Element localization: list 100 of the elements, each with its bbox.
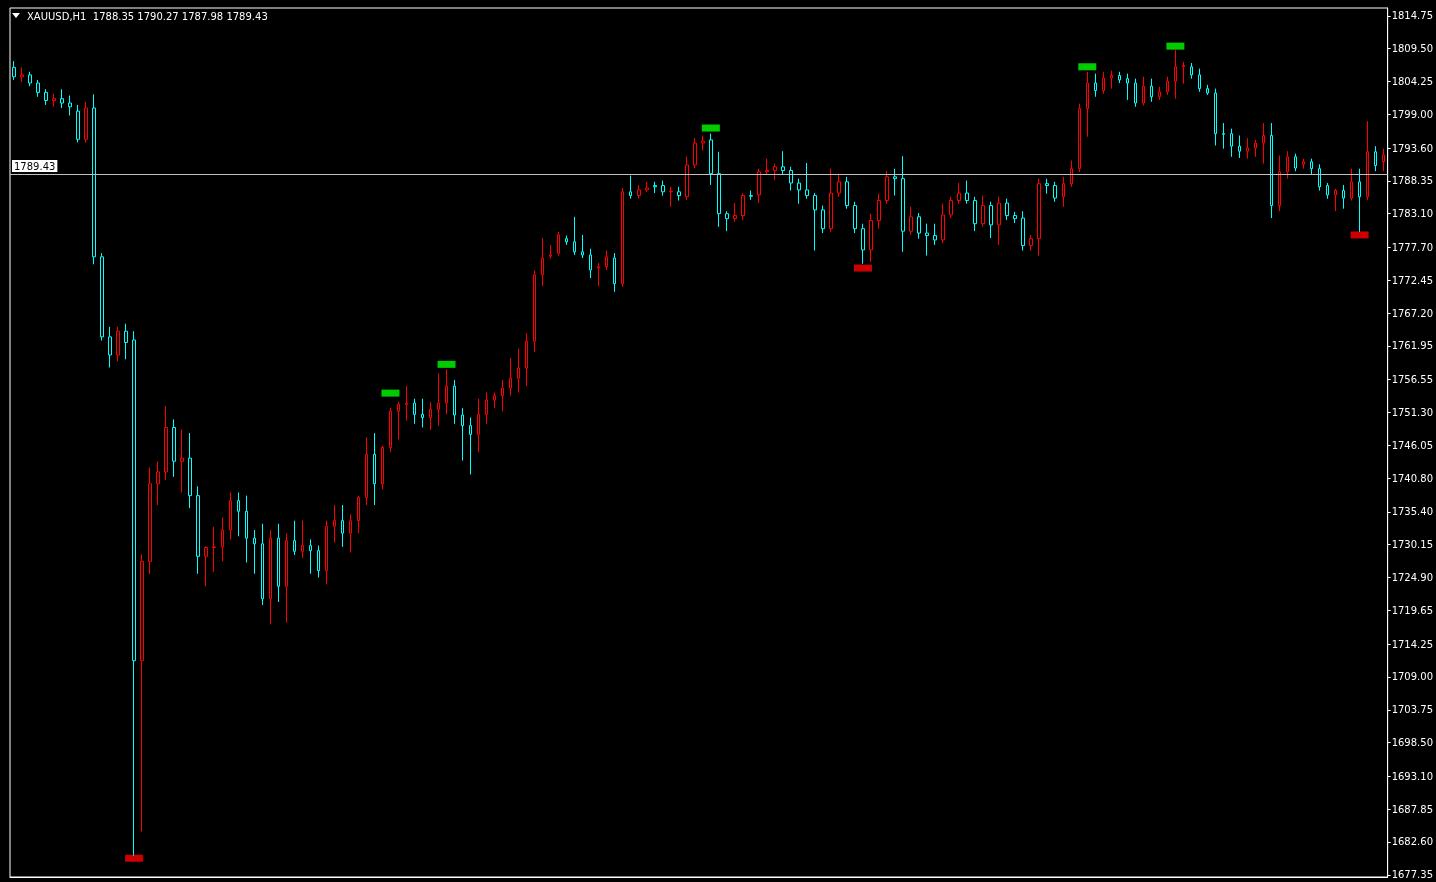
candlestick — [28, 71, 32, 87]
candlestick — [1118, 71, 1121, 84]
chart-title: XAUUSD,H1 1788.35 1790.27 1787.98 1789.43 — [27, 10, 268, 22]
candlestick — [156, 460, 160, 506]
candlestick — [461, 407, 464, 462]
candlestick — [565, 235, 568, 246]
candlestick — [845, 176, 849, 210]
candlestick — [349, 513, 352, 554]
candlestick — [389, 407, 392, 453]
candlestick — [549, 244, 552, 260]
y-tick-label: 1703.75 — [1391, 704, 1434, 716]
candlestick — [373, 432, 376, 506]
candlestick — [773, 163, 777, 181]
y-tick-label: 1698.50 — [1391, 737, 1434, 749]
candlestick — [100, 252, 104, 342]
candlestick — [957, 182, 961, 205]
candlestick — [172, 418, 176, 478]
candlestick — [893, 168, 897, 197]
candlestick — [1102, 71, 1105, 95]
candlestick — [164, 405, 168, 481]
candlestick — [1302, 158, 1305, 170]
candlestick — [1358, 168, 1361, 233]
candlestick — [1326, 182, 1329, 200]
y-tick-label: 1735.40 — [1391, 506, 1434, 518]
candlestick — [1037, 178, 1041, 257]
y-tick-label: 1783.10 — [1391, 208, 1434, 220]
candlestick — [1134, 78, 1137, 108]
candlestick — [204, 545, 208, 587]
y-tick-label: 1793.60 — [1391, 142, 1434, 154]
candlestick — [677, 186, 681, 202]
candlestick — [36, 79, 40, 98]
candlestick — [517, 348, 520, 393]
candlestick — [637, 184, 641, 200]
candlestick — [60, 88, 64, 109]
candlestick — [493, 391, 496, 409]
candlestick — [325, 520, 328, 585]
candlestick — [245, 495, 248, 564]
candlestick — [1366, 120, 1369, 201]
candlestick — [749, 190, 753, 201]
candlestick — [421, 398, 424, 428]
y-tick-label: 1767.20 — [1391, 307, 1434, 319]
candlestick — [829, 168, 833, 233]
candlestick — [261, 523, 264, 606]
candlestick — [180, 428, 184, 494]
candlestick — [941, 203, 945, 244]
candlestick — [613, 252, 616, 293]
candlestick — [669, 186, 673, 208]
candlestick — [789, 166, 793, 192]
candlestick — [469, 416, 472, 475]
y-tick-label: 1724.90 — [1391, 572, 1434, 584]
candlestick — [84, 101, 88, 143]
candlestick — [1342, 184, 1345, 210]
candlestick — [12, 60, 16, 81]
candlestick — [557, 231, 560, 257]
candlestick — [1174, 49, 1177, 100]
candlestick — [821, 205, 825, 234]
candlestick — [1070, 160, 1073, 188]
candlestick — [301, 520, 304, 559]
candlestick — [92, 93, 96, 265]
candlestick — [1029, 234, 1033, 252]
y-tick-label: 1777.70 — [1391, 241, 1434, 253]
candlestick — [1053, 181, 1057, 203]
candlestick — [277, 523, 280, 603]
y-tick-label: 1772.45 — [1391, 274, 1434, 286]
candlestick — [981, 195, 985, 228]
candlestick — [909, 206, 913, 236]
y-tick-label: 1677.35 — [1391, 869, 1434, 881]
candlestick — [1222, 122, 1225, 150]
candlestick — [797, 178, 801, 205]
candlestick — [725, 210, 729, 232]
candlestick — [949, 196, 953, 219]
y-tick-label: 1761.95 — [1391, 340, 1434, 352]
candlestick — [269, 529, 272, 625]
y-tick-label: 1756.55 — [1391, 374, 1434, 386]
candlestick — [365, 437, 368, 506]
candlestick — [221, 517, 224, 562]
candlestick — [1142, 76, 1145, 107]
candlestick — [501, 379, 504, 412]
candlestick — [1294, 153, 1297, 172]
candlestick — [477, 398, 480, 453]
candlestick — [413, 398, 416, 425]
candlestick — [1166, 76, 1169, 96]
candlestick — [1158, 86, 1161, 101]
candlestick — [333, 504, 336, 544]
candlestick — [525, 332, 528, 387]
candlestick — [1182, 61, 1185, 85]
candlestick — [837, 173, 841, 198]
candlestick — [589, 248, 592, 279]
candlestick — [645, 181, 649, 193]
y-tick-label: 1799.00 — [1391, 108, 1434, 120]
candlestick — [445, 368, 448, 415]
candlestick — [108, 326, 112, 368]
candlestick — [965, 180, 969, 205]
candlestick — [1286, 150, 1289, 180]
candlestick — [1278, 155, 1281, 212]
y-tick-label: 1751.30 — [1391, 406, 1434, 418]
candlestick — [293, 520, 296, 556]
candlestick — [661, 180, 665, 197]
candlestick — [1246, 137, 1249, 160]
candlestick — [309, 538, 312, 575]
